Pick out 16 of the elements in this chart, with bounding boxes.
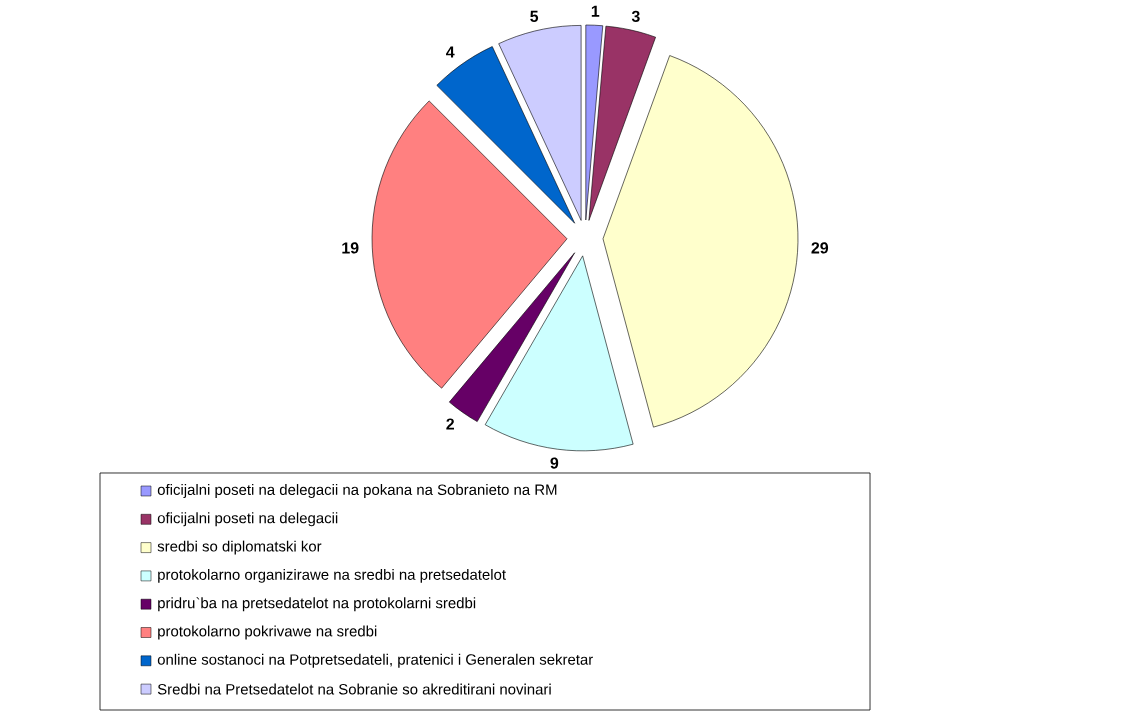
legend-label: online sostanoci na Potpretsedateli, pratenici i Generalen sekretar	[157, 653, 593, 668]
data-label: 9	[550, 457, 559, 469]
legend-label: Sredbi na Pretsedatelot na Sobranie so akreditirani novinari	[157, 683, 551, 695]
legend-label: protokolarno pokrivawe na sredbi	[158, 625, 377, 640]
legend-label: pridru`ba na pretsedatelot na protokolarni sredbi	[158, 597, 476, 612]
data-label: 19	[342, 242, 359, 254]
data-label: 1	[591, 5, 600, 17]
legend-label: sredbi so diplomatski kor	[157, 540, 322, 555]
data-label: 29	[811, 242, 829, 254]
data-label: 5	[530, 10, 539, 22]
legend-label: protokolarno organizirawe na sredbi na pretsedatelot	[158, 568, 506, 583]
data-label: 2	[446, 418, 454, 430]
data-label: 3	[631, 10, 640, 23]
legend-label: oficijalni poseti na delegacii	[157, 512, 338, 527]
data-label: 4	[446, 46, 455, 58]
legend-label: oficijalni poseti na delegacii na pokana na Sobranieto na RM	[157, 484, 557, 498]
